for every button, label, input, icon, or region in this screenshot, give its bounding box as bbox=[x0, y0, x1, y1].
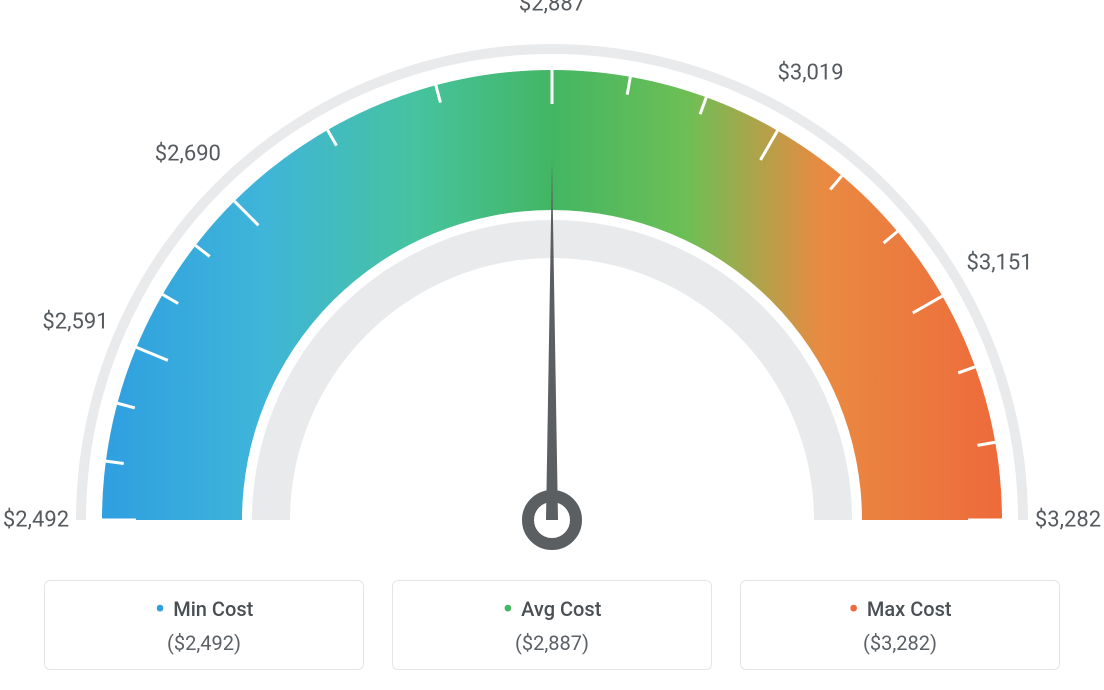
gauge-tick-label: $3,282 bbox=[1035, 508, 1101, 533]
legend-card-max: •Max Cost ($3,282) bbox=[740, 580, 1060, 670]
legend-card-min: •Min Cost ($2,492) bbox=[44, 580, 364, 670]
legend-title-min: •Min Cost bbox=[55, 597, 353, 621]
legend-card-avg: •Avg Cost ($2,887) bbox=[392, 580, 712, 670]
gauge-tick-label: $2,492 bbox=[3, 508, 69, 533]
legend-row: •Min Cost ($2,492) •Avg Cost ($2,887) •M… bbox=[0, 580, 1104, 670]
gauge-svg bbox=[0, 0, 1104, 560]
gauge-tick-label: $3,019 bbox=[778, 61, 844, 86]
gauge-tick-label: $2,591 bbox=[42, 310, 108, 335]
cost-gauge: $2,492 $2,591 $2,690 $2,887 $3,019 $3,151 $3,2… bbox=[0, 0, 1104, 560]
legend-value-max: ($3,282) bbox=[751, 631, 1049, 655]
gauge-tick-label: $2,690 bbox=[155, 142, 221, 167]
gauge-tick-label: $2,887 bbox=[519, 0, 585, 17]
legend-value-avg: ($2,887) bbox=[403, 631, 701, 655]
legend-title-avg: •Avg Cost bbox=[403, 597, 701, 621]
legend-value-min: ($2,492) bbox=[55, 631, 353, 655]
gauge-tick-label: $3,151 bbox=[966, 251, 1032, 276]
legend-title-max: •Max Cost bbox=[751, 597, 1049, 621]
